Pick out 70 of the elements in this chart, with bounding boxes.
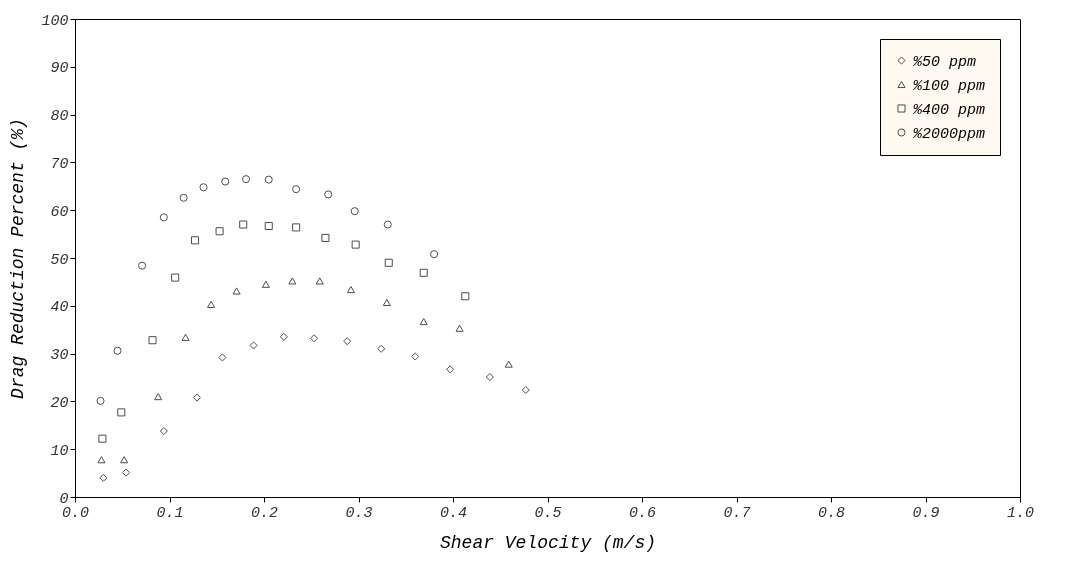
x-tick-label: 0.8 — [817, 504, 846, 522]
legend-label: %2000ppm — [912, 125, 986, 143]
x-tick-label: 0.5 — [534, 504, 562, 522]
point — [382, 298, 391, 307]
y-tick-label: 60 — [50, 203, 69, 221]
point — [419, 268, 428, 277]
x-tick-label: 0.6 — [628, 504, 657, 522]
legend-label: %50 ppm — [912, 53, 977, 71]
point — [455, 324, 464, 332]
x-tick-label: 0.1 — [156, 504, 184, 522]
point — [113, 346, 122, 355]
point — [321, 233, 330, 242]
point — [461, 292, 470, 301]
point — [181, 333, 190, 341]
y-tick-label: 10 — [50, 442, 69, 460]
point — [324, 190, 333, 199]
point — [179, 193, 188, 202]
point — [239, 220, 248, 229]
x-tick-label: 0.9 — [912, 504, 940, 522]
point — [190, 236, 200, 245]
x-tick-label: 1.0 — [1006, 504, 1035, 522]
x-tick-label: 0.3 — [345, 504, 373, 522]
point — [117, 408, 126, 417]
point — [521, 385, 530, 394]
point — [288, 277, 297, 285]
x-tick-label: 0.4 — [439, 504, 468, 522]
point — [384, 258, 393, 267]
point — [138, 261, 147, 270]
point — [292, 185, 301, 194]
point — [419, 318, 428, 326]
point — [261, 280, 270, 288]
y-tick-label: 20 — [50, 394, 69, 412]
point — [171, 273, 180, 282]
y-tick-label: 100 — [41, 12, 69, 30]
x-tick-label: 0.2 — [250, 504, 279, 522]
point — [242, 175, 251, 184]
point — [351, 240, 360, 249]
point — [430, 250, 439, 259]
legend-label: %100 ppm — [912, 77, 986, 95]
y-tick-label: 40 — [50, 299, 69, 317]
point — [350, 207, 359, 216]
x-axis-title: Shear Velocity (m/s) — [439, 532, 657, 553]
point — [96, 396, 105, 405]
point — [264, 221, 273, 231]
point — [97, 456, 106, 464]
point — [343, 337, 352, 346]
point — [154, 393, 163, 401]
point — [346, 285, 355, 294]
y-tick-label: 80 — [50, 108, 69, 126]
point — [264, 175, 273, 184]
legend-label: %400 ppm — [912, 101, 986, 119]
point — [232, 287, 241, 295]
y-tick-label: 70 — [50, 155, 69, 173]
point — [504, 360, 513, 368]
point — [199, 183, 208, 192]
y-tick-label: 30 — [50, 347, 69, 365]
point — [207, 300, 216, 308]
y-tick-label: 50 — [50, 251, 69, 269]
point — [215, 227, 224, 236]
point — [159, 213, 168, 222]
point — [148, 336, 157, 345]
y-tick-label: 90 — [50, 60, 69, 78]
point — [383, 220, 392, 229]
point — [120, 456, 129, 464]
point — [315, 277, 324, 285]
y-axis-title: Drag Reduction Percent (%) — [8, 118, 29, 399]
x-tick-label: 0.7 — [723, 504, 751, 522]
point — [98, 434, 107, 443]
point — [221, 177, 230, 186]
point — [292, 223, 301, 232]
